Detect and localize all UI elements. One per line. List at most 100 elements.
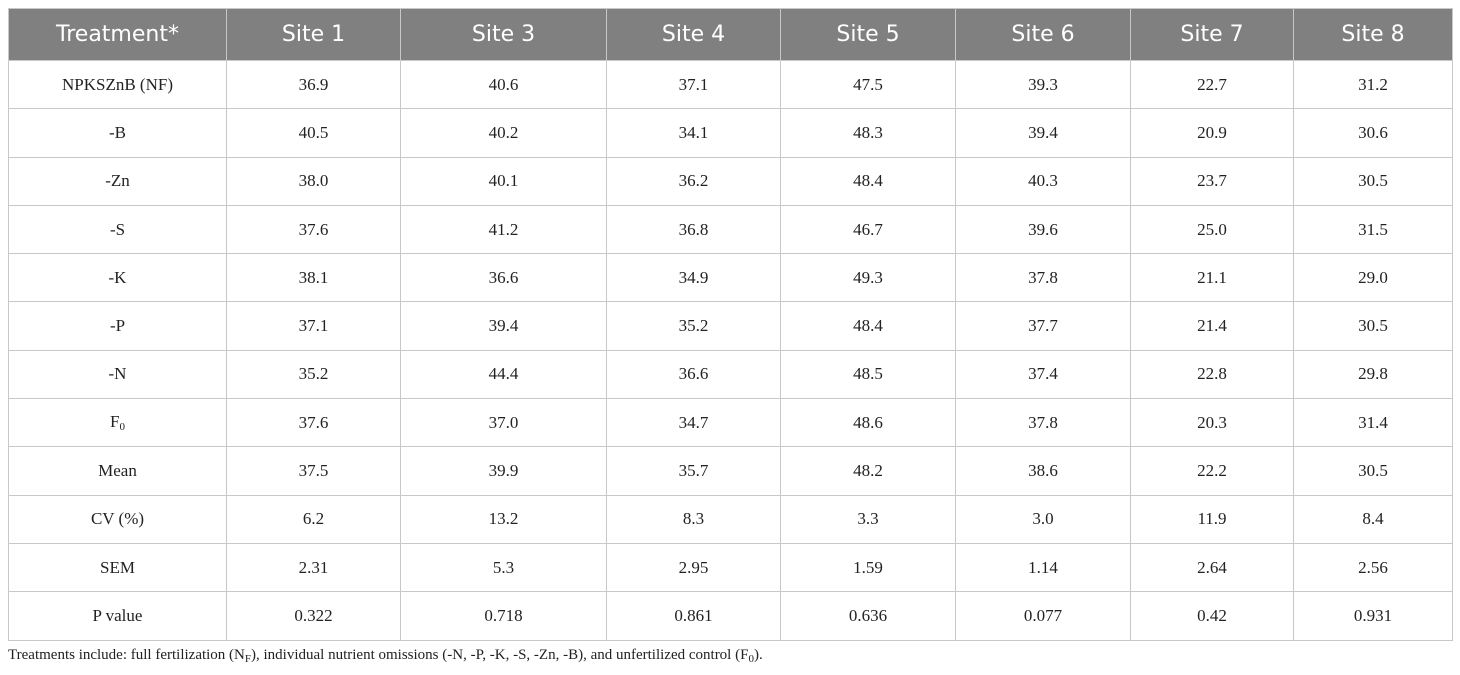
data-cell: 29.0 [1293,253,1453,303]
data-cell: 23.7 [1130,156,1294,206]
data-cell: 48.2 [780,446,956,496]
data-cell: 38.6 [955,446,1131,496]
header-cell: Site 3 [400,8,607,61]
data-cell: 22.2 [1130,446,1294,496]
table-row: P value 0.322 0.718 0.861 0.636 0.077 0.42 0.93… [8,591,1453,641]
data-cell: 21.1 [1130,253,1294,303]
header-cell: Site 8 [1293,8,1453,61]
header-cell: Site 1 [226,8,401,61]
data-cell: 48.6 [780,398,956,448]
data-cell: 31.4 [1293,398,1453,448]
footnote-subscript: F [244,653,252,665]
row-label: -Zn [8,156,227,206]
footnote-subscript: 0 [748,653,754,665]
data-cell: 37.6 [226,204,401,255]
data-cell: 36.2 [606,156,781,206]
header-cell: Site 5 [780,8,956,61]
data-cell: 38.0 [226,156,401,206]
data-cell: 35.2 [226,349,401,400]
data-cell: 40.6 [400,59,607,110]
row-label: SEM [8,542,227,593]
data-cell: 0.42 [1130,591,1294,641]
data-cell: 0.322 [226,591,401,641]
table-row: -N 35.2 44.4 36.6 48.5 37.4 22.8 29.8 [8,349,1453,400]
data-cell: 39.3 [955,59,1131,110]
data-cell: 37.7 [955,301,1131,351]
data-cell: 3.3 [780,494,956,544]
data-cell: 48.5 [780,349,956,400]
footnote: Treatments include: full fertilization (… [8,647,763,665]
data-cell: 13.2 [400,494,607,544]
data-cell: 3.0 [955,494,1131,544]
data-cell: 41.2 [400,204,607,255]
row-label: -K [8,253,227,303]
header-cell: Site 7 [1130,8,1294,61]
data-cell: 34.7 [606,398,781,448]
data-cell: 40.1 [400,156,607,206]
table-row: -Zn 38.0 40.1 36.2 48.4 40.3 23.7 30.5 [8,156,1453,206]
data-cell: 36.6 [606,349,781,400]
header-cell: Site 6 [955,8,1131,61]
data-cell: 37.4 [955,349,1131,400]
row-label: Mean [8,446,227,496]
header-cell: Treatment* [8,8,227,61]
data-cell: 0.861 [606,591,781,641]
data-cell: 36.6 [400,253,607,303]
data-cell: 5.3 [400,542,607,593]
footnote-text: ). [753,647,763,663]
data-cell: 39.6 [955,204,1131,255]
data-cell: 49.3 [780,253,956,303]
footnote-text: Treatments include: full fertilization (… [8,647,245,663]
cell-text: F [110,412,120,432]
data-cell: 20.9 [1130,108,1294,158]
data-cell: 0.077 [955,591,1131,641]
data-cell: 0.636 [780,591,956,641]
data-cell: 11.9 [1130,494,1294,544]
data-cell: 30.5 [1293,301,1453,351]
data-cell: 37.6 [226,398,401,448]
data-cell: 37.1 [606,59,781,110]
row-label: -S [8,204,227,255]
data-cell: 1.14 [955,542,1131,593]
row-label: -B [8,108,227,158]
data-cell: 0.718 [400,591,607,641]
data-cell: 31.5 [1293,204,1453,255]
data-cell: 2.56 [1293,542,1453,593]
data-cell: 48.3 [780,108,956,158]
row-label: -P [8,301,227,351]
data-cell: 47.5 [780,59,956,110]
row-label: CV (%) [8,494,227,544]
data-cell: 37.8 [955,398,1131,448]
data-cell: 39.9 [400,446,607,496]
data-cell: 37.5 [226,446,401,496]
data-cell: 30.6 [1293,108,1453,158]
table-row: CV (%) 6.2 13.2 8.3 3.3 3.0 11.9 8.4 [8,494,1453,544]
footnote-text: ), individual nutrient omissions (-N, -P… [251,647,749,663]
data-cell: 6.2 [226,494,401,544]
data-cell: 37.1 [226,301,401,351]
data-cell: 25.0 [1130,204,1294,255]
row-label: F0 [8,398,227,448]
cell-subscript: 0 [119,421,125,434]
data-cell: 48.4 [780,156,956,206]
row-label: -N [8,349,227,400]
data-cell: 29.8 [1293,349,1453,400]
data-cell: 48.4 [780,301,956,351]
data-cell: 34.1 [606,108,781,158]
data-cell: 8.4 [1293,494,1453,544]
data-cell: 44.4 [400,349,607,400]
table-body: NPKSZnB (NF) 36.9 40.6 37.1 47.5 39.3 22.7 31.2… [8,59,1453,641]
data-cell: 22.7 [1130,59,1294,110]
data-cell: 37.0 [400,398,607,448]
data-cell: 22.8 [1130,349,1294,400]
data-cell: 0.931 [1293,591,1453,641]
table-wrapper: Treatment* Site 1 Site 3 Site 4 Site 5 Site 6… [8,8,1453,641]
data-table: Treatment* Site 1 Site 3 Site 4 Site 5 Site 6… [8,8,1453,641]
data-cell: 30.5 [1293,446,1453,496]
table-row: Mean 37.5 39.9 35.7 48.2 38.6 22.2 30.5 [8,446,1453,496]
data-cell: 46.7 [780,204,956,255]
row-label: NPKSZnB (NF) [8,59,227,110]
header-row: Treatment* Site 1 Site 3 Site 4 Site 5 Site 6… [8,8,1453,61]
data-cell: 31.2 [1293,59,1453,110]
